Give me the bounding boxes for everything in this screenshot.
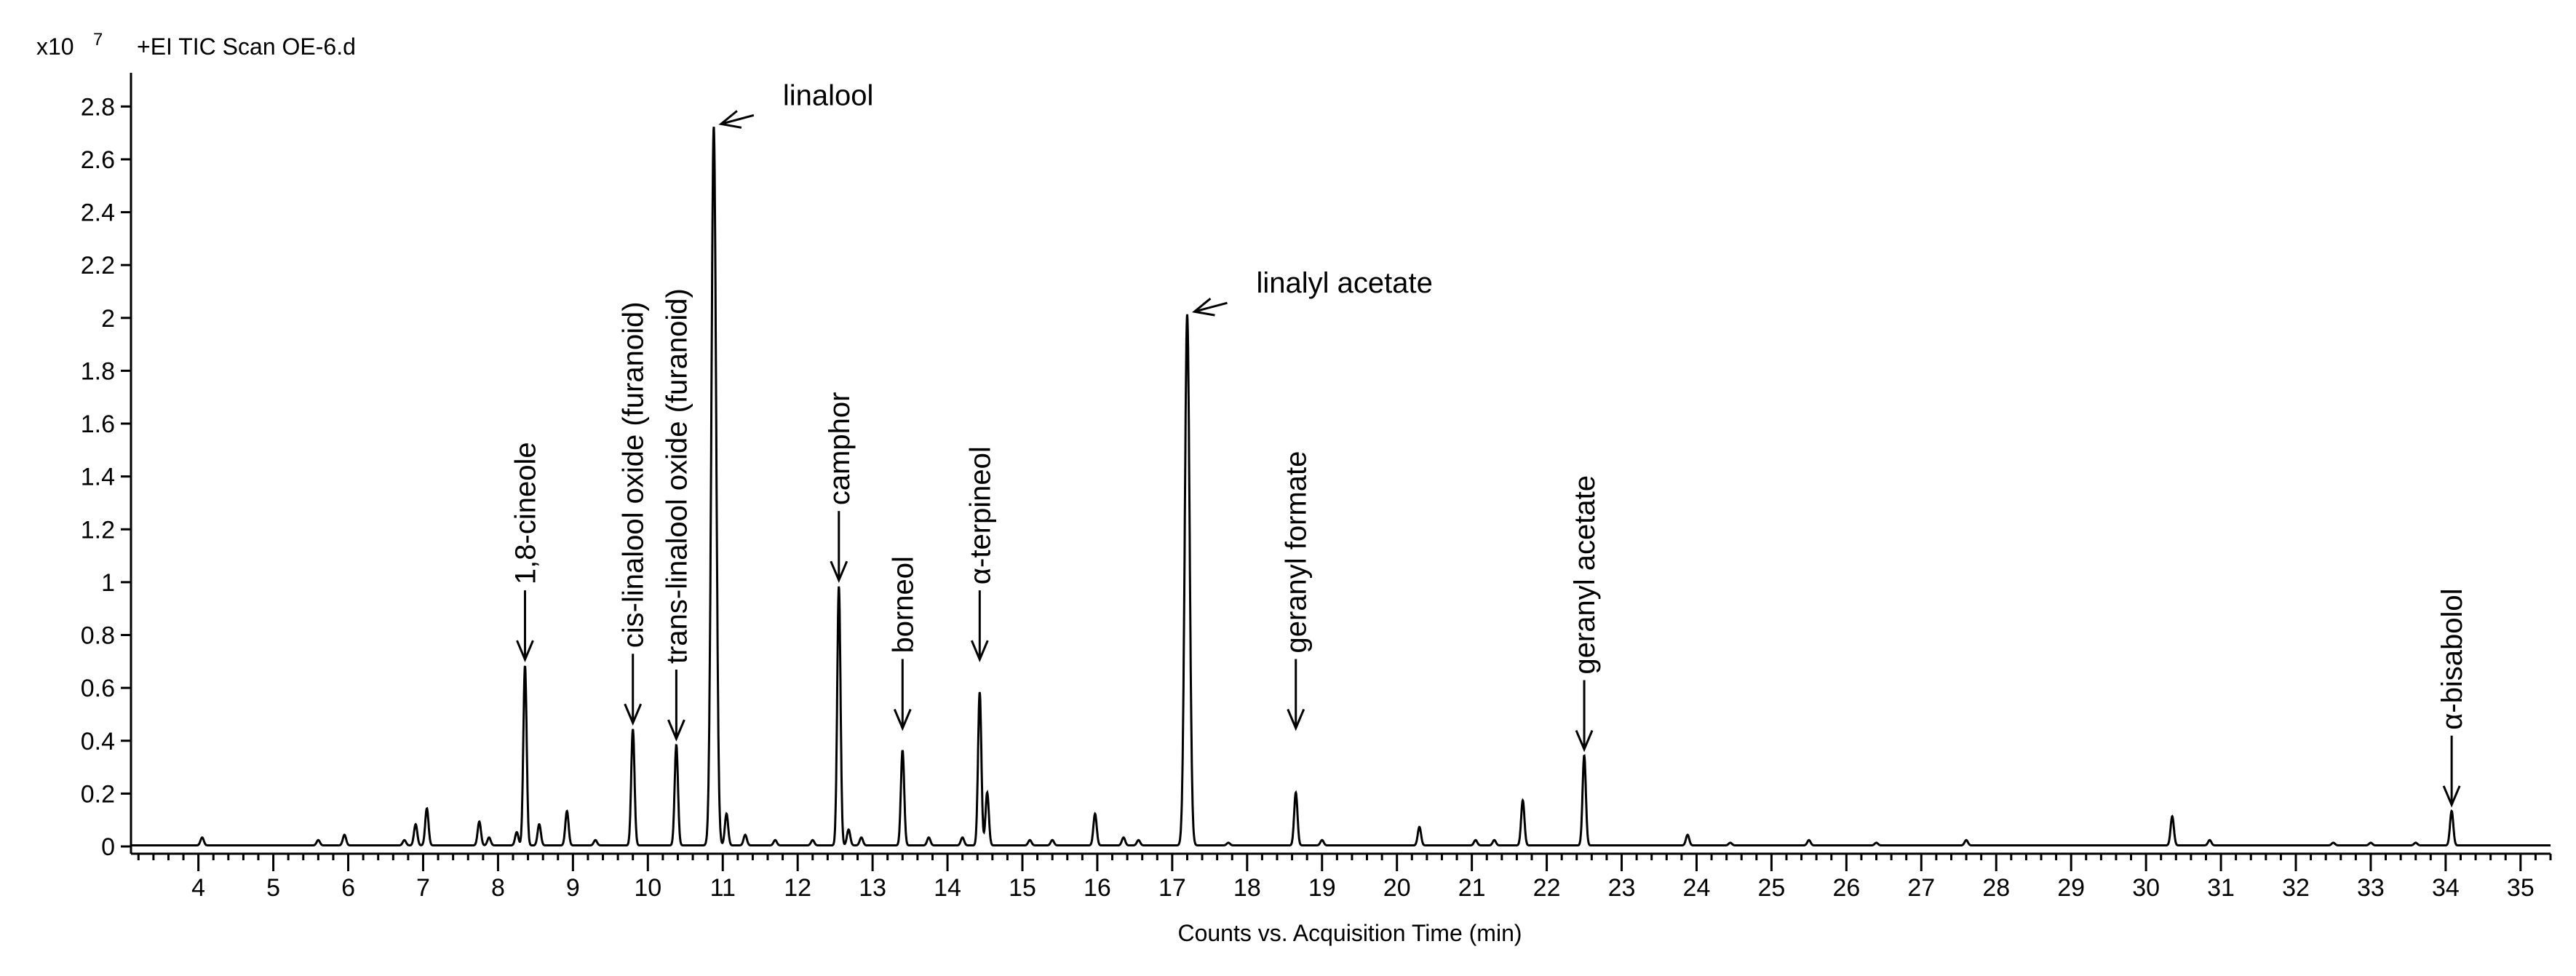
y-tick-label: 2.6 [81, 146, 115, 174]
annotation-label: borneol [887, 556, 919, 653]
x-tick-label: 7 [416, 874, 430, 902]
y-multiplier-exponent: 7 [93, 30, 103, 49]
x-tick-label: 22 [1533, 874, 1561, 902]
x-tick-label: 27 [1907, 874, 1935, 902]
y-tick-label: 0.4 [81, 728, 115, 755]
x-tick-label: 35 [2507, 874, 2535, 902]
peak-annotation: linalyl acetate [1191, 267, 1433, 317]
y-tick-label: 0.6 [81, 675, 115, 702]
x-tick-label: 20 [1383, 874, 1411, 902]
y-tick-label: 0.2 [81, 780, 115, 808]
x-tick-label: 5 [266, 874, 280, 902]
peak-annotation: trans-linalool oxide (furanoid) [661, 288, 693, 742]
annotation-arrow-head [970, 640, 989, 662]
annotation-label: α-bisabolol [2436, 588, 2468, 729]
annotation-arrow-head [624, 703, 643, 726]
x-tick-label: 31 [2207, 874, 2235, 902]
x-tick-label: 12 [784, 874, 811, 902]
peak-annotation: cis-linalool oxide (furanoid) [618, 301, 650, 726]
x-axis-title: Counts vs. Acquisition Time (min) [1177, 920, 1522, 946]
tic-trace [131, 127, 2551, 846]
peak-annotation: linalool [718, 79, 874, 129]
y-tick-label: 2.2 [81, 252, 115, 279]
x-tick-label: 32 [2282, 874, 2310, 902]
peak-annotation: α-terpineol [964, 446, 996, 662]
y-tick-label: 0 [101, 833, 115, 861]
x-tick-label: 6 [341, 874, 355, 902]
x-tick-label: 9 [566, 874, 580, 902]
y-tick-label: 2 [101, 305, 115, 333]
chart-title: +EI TIC Scan OE-6.d [137, 33, 356, 60]
x-tick-label: 23 [1608, 874, 1636, 902]
x-tick-label: 25 [1757, 874, 1785, 902]
x-tick-label: 14 [934, 874, 961, 902]
annotation-arrow-head [667, 719, 685, 742]
annotation-label: cis-linalool oxide (furanoid) [618, 301, 650, 648]
y-tick-label: 2.4 [81, 199, 115, 227]
annotation-arrow-head [830, 560, 848, 584]
annotation-label: linalool [783, 79, 874, 111]
annotation-label: 1,8-cineole [509, 442, 541, 584]
x-tick-label: 18 [1233, 874, 1261, 902]
annotation-label: camphor [824, 392, 856, 506]
x-tick-label: 26 [1832, 874, 1860, 902]
annotation-arrow-head [516, 640, 534, 662]
y-tick-label: 2.8 [81, 93, 115, 121]
peak-annotation: camphor [824, 392, 856, 584]
annotation-arrow-head [718, 110, 742, 129]
annotation-label: trans-linalool oxide (furanoid) [661, 288, 693, 664]
x-tick-label: 4 [191, 874, 205, 902]
x-tick-label: 17 [1158, 874, 1186, 902]
annotation-arrow-head [1191, 298, 1215, 317]
y-tick-label: 1 [101, 569, 115, 597]
y-tick-label: 1.8 [81, 357, 115, 385]
y-tick-label: 0.8 [81, 622, 115, 650]
x-tick-label: 19 [1308, 874, 1336, 902]
annotation-label: geranyl acetate [1569, 475, 1601, 675]
x-tick-label: 33 [2357, 874, 2385, 902]
annotation-label: linalyl acetate [1256, 267, 1432, 299]
x-tick-label: 21 [1458, 874, 1486, 902]
peak-annotation: geranyl formate [1281, 451, 1313, 731]
x-tick-label: 29 [2057, 874, 2085, 902]
annotation-label: geranyl formate [1281, 451, 1313, 654]
peak-annotation: 1,8-cineole [509, 442, 541, 662]
y-axis: 0 0.2 0.4 0.6 0.8 1 1.2 1.4 1.6 1.8 2 2.2 2.4 2.6 2.8 [81, 73, 132, 861]
peak-annotation: geranyl acetate [1569, 475, 1601, 753]
peak-annotation: α-bisabolol [2436, 588, 2468, 808]
annotation-arrow-head [1287, 708, 1305, 731]
y-tick-label: 1.4 [81, 464, 115, 491]
x-tick-label: 10 [634, 874, 661, 902]
tic-trace-line [131, 127, 2551, 846]
x-tick-label: 24 [1683, 874, 1711, 902]
annotation-arrow-head [1575, 729, 1594, 753]
x-axis: 4 5 6 7 8 9 10 11 12 13 14 15 16 17 18 19 20 21 22 23 24 25 26… [131, 852, 2552, 902]
y-tick-label: 1.2 [81, 516, 115, 544]
x-tick-label: 8 [491, 874, 505, 902]
peak-annotation: borneol [887, 556, 919, 731]
annotation-arrow-shaft [1194, 301, 1228, 313]
peak-annotations: 1,8-cineole cis-linalool oxide (furanoid)… [509, 79, 2468, 808]
annotation-label: α-terpineol [964, 446, 996, 584]
annotation-arrow-head [893, 708, 912, 731]
y-multiplier-base: x10 [36, 33, 74, 60]
x-tick-label: 16 [1084, 874, 1111, 902]
x-tick-label: 11 [710, 874, 736, 902]
annotation-arrow-head [2442, 785, 2461, 808]
y-tick-label: 1.6 [81, 410, 115, 438]
x-tick-label: 34 [2432, 874, 2460, 902]
x-tick-label: 30 [2132, 874, 2160, 902]
x-tick-label: 15 [1009, 874, 1036, 902]
annotation-arrow-shaft [720, 114, 755, 125]
x-tick-label: 28 [1982, 874, 2010, 902]
x-tick-label: 13 [859, 874, 886, 902]
